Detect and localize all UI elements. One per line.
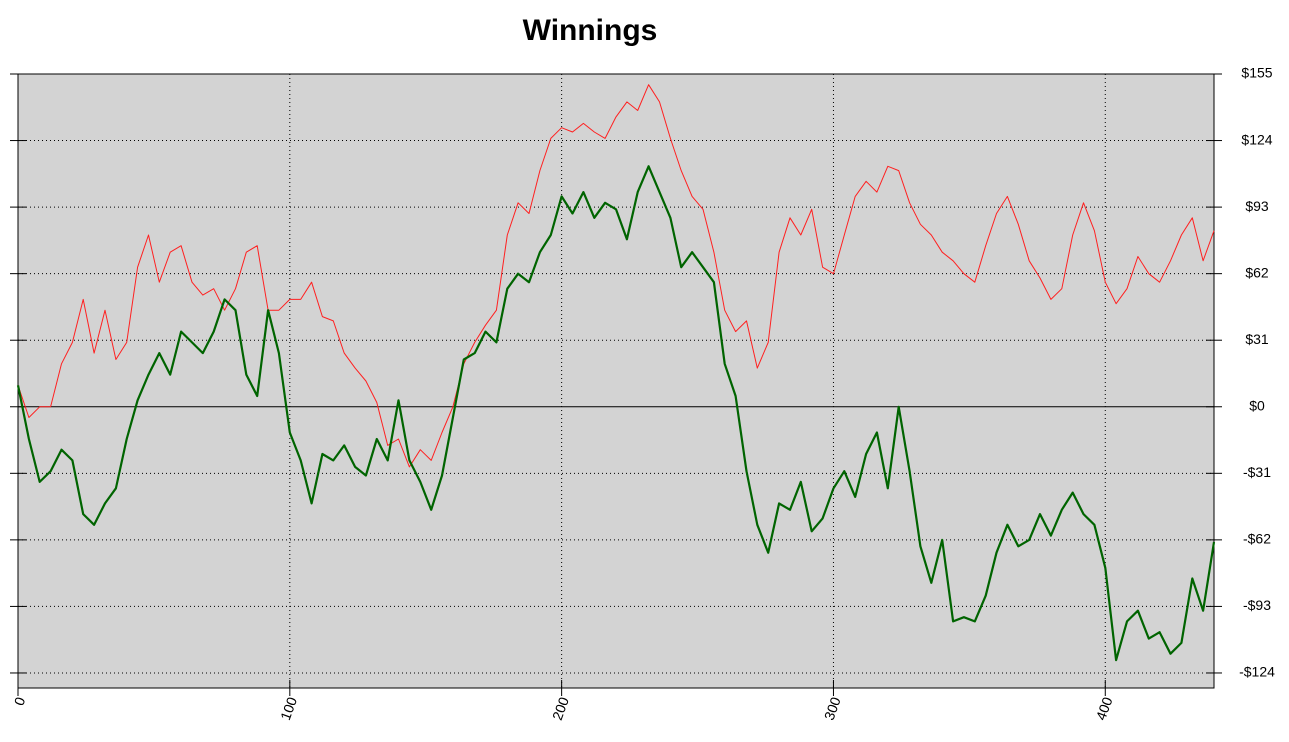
- y-tick-label: $31: [1245, 331, 1269, 347]
- chart-title: Winnings: [523, 14, 658, 47]
- y-tick-label: -$62: [1243, 531, 1271, 547]
- y-tick-label: $155: [1241, 65, 1272, 81]
- y-tick-label: -$31: [1243, 464, 1271, 480]
- y-tick-label: $124: [1241, 131, 1272, 147]
- plot-area: [18, 74, 1214, 688]
- y-tick-label: $0: [1249, 397, 1265, 413]
- series-line: [17, 84, 1215, 468]
- x-tick-label: 400: [1093, 695, 1116, 723]
- x-tick-label: 200: [549, 695, 572, 723]
- y-tick-label: -$124: [1239, 664, 1275, 680]
- series-line: [16, 165, 1216, 662]
- y-tick-label: -$93: [1243, 597, 1271, 613]
- plot-border: [17, 73, 1215, 689]
- x-tick-label: 100: [277, 695, 300, 723]
- x-tick-label: 0: [11, 695, 29, 708]
- y-tick-label: $93: [1245, 198, 1269, 214]
- x-tick-label: 300: [821, 695, 844, 723]
- y-tick-label: $62: [1245, 264, 1269, 280]
